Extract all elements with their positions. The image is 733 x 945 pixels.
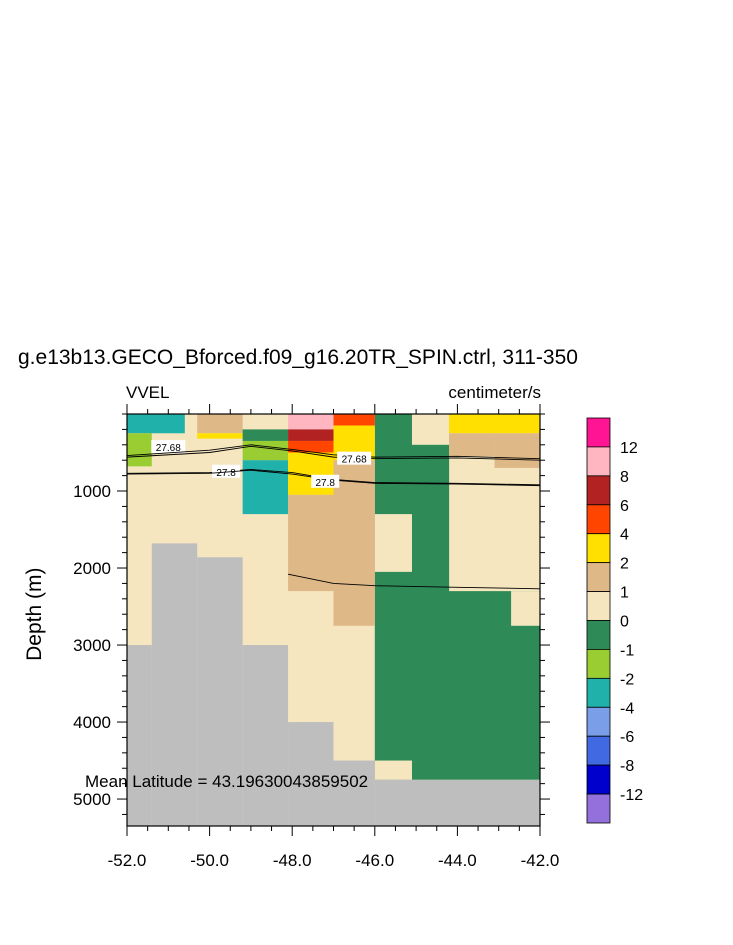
contour-label: 27.68 [342, 455, 367, 466]
colorbar-label: -6 [620, 729, 634, 746]
colorbar: 12 8 6 4 2 1 0 -1 -2 -4 -6 -8 -12 [586, 417, 643, 824]
heatmap-cell [197, 433, 243, 439]
x-tick-label: -42.0 [521, 851, 560, 870]
heatmap-cell [197, 414, 243, 434]
heatmap-cell [494, 433, 540, 468]
colorbar-label: 1 [620, 585, 629, 602]
colorbar-swatch [586, 446, 611, 477]
y-tick-label: 3000 [73, 636, 111, 655]
x-tick-label: -44.0 [438, 851, 477, 870]
heatmap-cell [197, 557, 243, 826]
contour-line [126, 445, 541, 461]
contour-line [126, 444, 541, 460]
colorbar-label: 4 [620, 527, 629, 544]
colorbar-label: 8 [620, 469, 629, 486]
contour-label-box [311, 474, 340, 488]
y-axis-label: Depth (m) [23, 568, 46, 661]
x-tick-label: -46.0 [355, 851, 394, 870]
heatmap-cell [288, 722, 334, 826]
colorbar-swatch [586, 504, 611, 535]
heatmap-cell [333, 460, 375, 626]
heatmap-cell [333, 414, 375, 426]
heatmap-cell [374, 514, 412, 572]
heatmap-cell [288, 414, 334, 430]
contour-line [287, 573, 541, 590]
colorbar-swatch [586, 591, 611, 621]
x-tick-label: -48.0 [273, 851, 312, 870]
heatmap-cell [127, 414, 185, 434]
heatmap-cell [511, 591, 540, 626]
contour-label: 27.8 [316, 478, 336, 489]
heatmap-cell [288, 429, 334, 441]
units-label: centimeter/s [448, 383, 541, 402]
colorbar-swatch [586, 735, 611, 766]
variable-label: VVEL [126, 383, 170, 402]
colorbar-label: -1 [620, 642, 634, 659]
heatmap-cell [411, 414, 450, 445]
heatmap-cell [242, 440, 289, 461]
colorbar-swatch [586, 793, 611, 824]
colorbar-label: -8 [620, 758, 634, 775]
y-tick-label: 4000 [73, 713, 111, 732]
x-tick-label: -50.0 [190, 851, 229, 870]
heatmap-cell [449, 414, 540, 434]
colorbar-label: -4 [620, 700, 634, 717]
heatmap-cell [242, 429, 289, 441]
y-tick-label: 2000 [73, 559, 111, 578]
chart-title: g.e13b13.GECO_Bforced.f09_g16.20TR_SPIN.… [18, 346, 578, 369]
colorbar-label: 0 [620, 614, 629, 631]
axes: -52.0 -50.0 -48.0 -46.0 -44.0 -42.0 1000 2000 30… [73, 404, 559, 870]
heatmap-cell [288, 452, 334, 495]
colorbar-swatch [586, 677, 611, 708]
density-contours: 27.68 27.68 27.8 27.8 [126, 440, 541, 590]
colorbar-label: 6 [620, 498, 629, 515]
y-tick-label: 1000 [73, 482, 111, 501]
heatmap-cell [242, 460, 289, 515]
heatmap-cell [374, 779, 540, 826]
heatmap-cell [288, 494, 334, 592]
colorbar-swatch [586, 533, 611, 564]
contour-label: 27.8 [216, 468, 236, 479]
colorbar-swatch [586, 764, 611, 795]
contour-label-box [337, 451, 372, 465]
colorbar-swatch [586, 706, 611, 737]
colorbar-swatch [586, 649, 611, 679]
heatmap-cell [242, 645, 289, 826]
colorbar-label: 2 [620, 556, 629, 573]
contour-label-box [151, 440, 186, 454]
colorbar-swatch [586, 620, 611, 650]
heatmap-cell [127, 645, 152, 826]
mean-latitude-annotation: Mean Latitude = 43.19630043859502 [85, 772, 368, 791]
colorbar-label: -12 [620, 787, 643, 804]
y-tick-label: 5000 [73, 790, 111, 809]
heatmap-cell [374, 760, 412, 780]
heatmap-cell [288, 440, 334, 453]
colorbar-swatch [586, 417, 611, 448]
heatmap-cell [127, 433, 152, 467]
heatmap-cell [333, 760, 375, 826]
colorbar-swatch [586, 562, 611, 592]
colorbar-label: -2 [620, 671, 634, 688]
contour-label-box [212, 464, 241, 478]
x-tick-label: -52.0 [108, 851, 147, 870]
contour-label: 27.68 [156, 443, 181, 454]
heatmap-cell [449, 433, 495, 457]
colorbar-swatch [586, 475, 611, 506]
heatmap-cell [151, 543, 198, 826]
colorbar-label: 12 [620, 440, 638, 457]
